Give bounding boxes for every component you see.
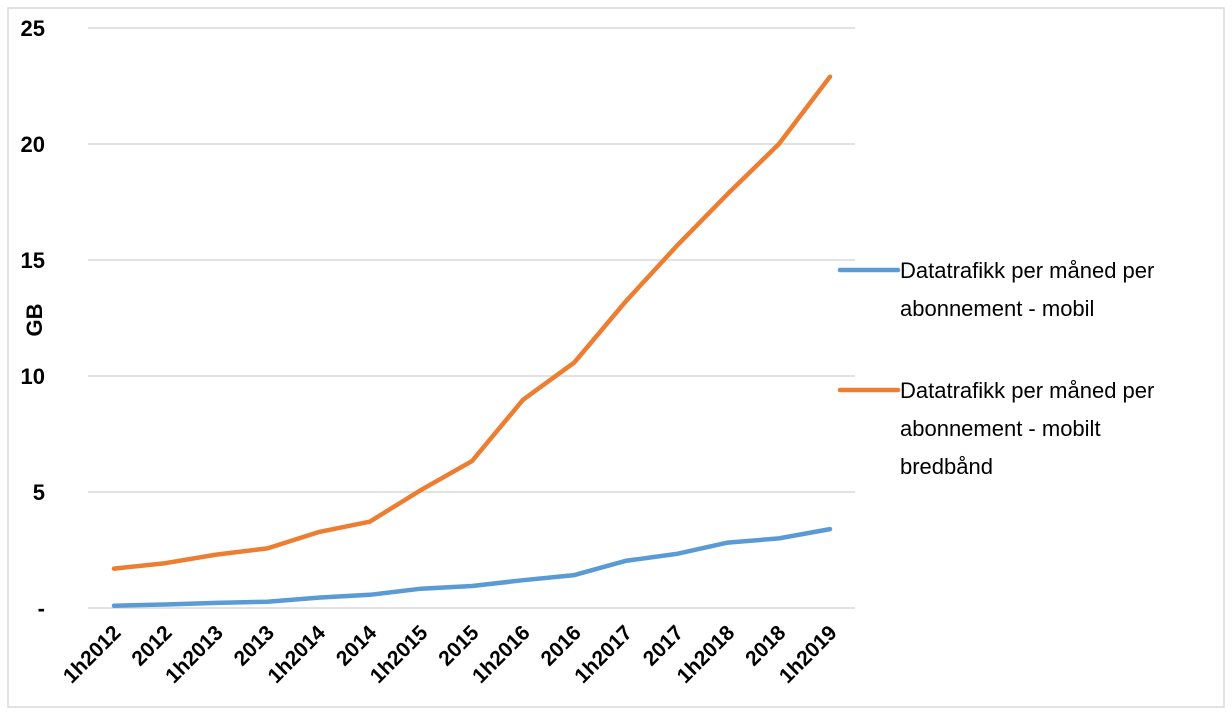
y-tick-label: 5 <box>33 480 45 505</box>
legend-label: abonnement - mobil <box>900 296 1094 321</box>
y-tick-label: 20 <box>21 132 45 157</box>
gridlines <box>88 27 855 609</box>
legend-label: abonnement - mobilt <box>900 416 1101 441</box>
y-axis-title: GB <box>22 304 47 337</box>
legend-label: Datatrafikk per måned per <box>900 378 1154 403</box>
x-tick-label: 1h2012 <box>59 621 126 688</box>
series-lines <box>111 74 833 608</box>
y-tick-label: 15 <box>21 248 45 273</box>
legend: Datatrafikk per måned per abonnement - mo… <box>837 258 1154 479</box>
y-tick-label: 10 <box>21 364 45 389</box>
series-line-1 <box>111 526 833 608</box>
legend-label: bredbånd <box>900 454 993 479</box>
x-tick-label: 1h2019 <box>775 621 842 688</box>
x-tick-label: 1h2017 <box>570 621 637 688</box>
x-tick-label: 1h2014 <box>263 621 330 688</box>
x-tick-label: 1h2013 <box>161 621 228 688</box>
y-tick-label: 25 <box>21 16 45 41</box>
legend-label: Datatrafikk per måned per <box>900 258 1154 283</box>
x-tick-label: 1h2018 <box>673 621 740 688</box>
y-axis-ticks: - 5 10 15 20 25 <box>21 16 45 621</box>
x-tick-label: 1h2016 <box>468 621 535 688</box>
y-tick-label: - <box>38 596 45 621</box>
series-line-2 <box>111 74 833 571</box>
chart-frame <box>7 7 1225 708</box>
x-tick-label: 1h2015 <box>366 621 433 688</box>
